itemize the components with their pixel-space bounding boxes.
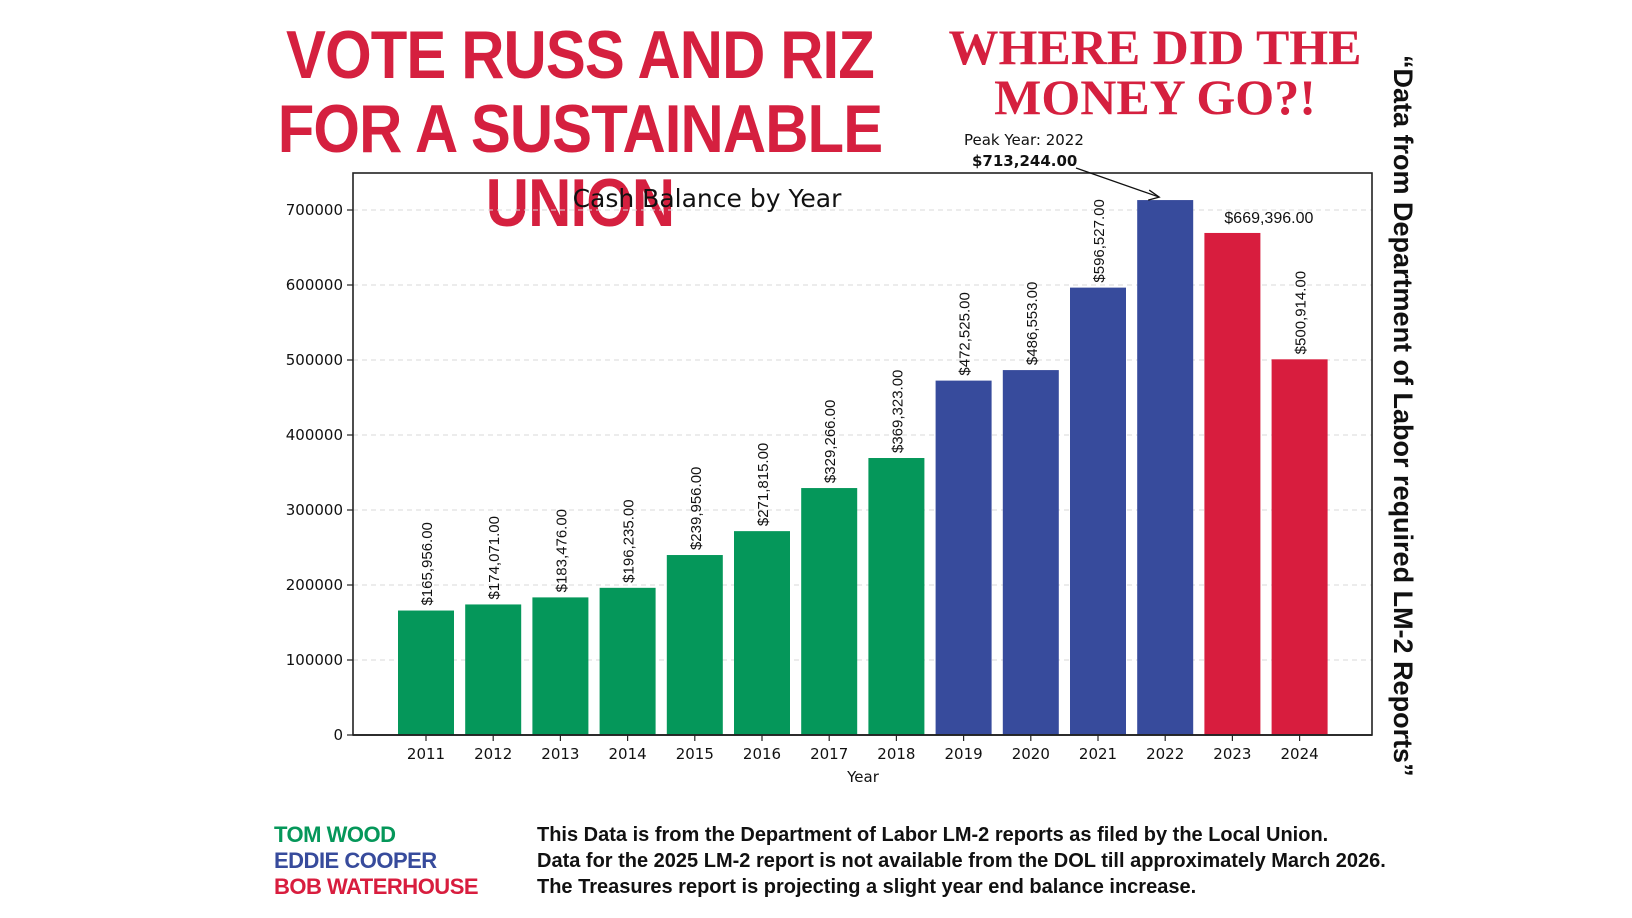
y-tick-label: 300000: [286, 501, 343, 519]
data-label: $239,956.00: [688, 467, 705, 550]
bar-2014: [599, 587, 656, 735]
bar-2011: [398, 610, 454, 735]
peak-arrow: [1075, 167, 1160, 198]
data-label: $369,323.00: [889, 370, 906, 453]
footnotes: This Data is from the Department of Labo…: [537, 822, 1386, 900]
bar-2018: [868, 458, 925, 735]
bar-2015: [666, 555, 723, 735]
footnote-line: Data for the 2025 LM-2 report is not ava…: [537, 850, 1386, 872]
chart-title: Cash Balance by Year: [573, 184, 843, 213]
bar-2017: [801, 488, 858, 735]
x-tick-label: 2014: [609, 745, 647, 763]
candidate-name: TOM WOOD: [274, 822, 396, 847]
data-labels: $165,956.00 $174,071.00 $183,476.00 $196,23…: [419, 199, 1313, 605]
peak-arrow-head: [1148, 189, 1161, 201]
data-label: $174,071.00: [486, 516, 503, 599]
y-axis: 0 100000 200000 300000 400000 500000 600000 700…: [286, 201, 353, 744]
x-tick-label: 2017: [810, 745, 848, 763]
bar-2022: [1137, 200, 1194, 735]
bar-2012: [465, 604, 522, 735]
x-tick-label: 2012: [474, 745, 512, 763]
x-tick-label: 2018: [877, 745, 915, 763]
bar-2019: [935, 380, 992, 735]
headline-line-2: FOR A SUSTAINABLE UNION: [277, 91, 883, 241]
candidate-names: TOM WOOD EDDIE COOPER BOB WATERHOUSE: [274, 822, 479, 900]
gridlines: [353, 209, 1372, 661]
data-label: $329,266.00: [822, 400, 839, 483]
bar-2021: [1070, 287, 1126, 735]
data-label: $486,553.00: [1024, 282, 1041, 365]
data-label: $196,235.00: [621, 499, 638, 582]
footnote-line: This Data is from the Department of Labo…: [537, 824, 1329, 846]
x-axis-label: Year: [846, 768, 880, 786]
data-label: $271,815.00: [755, 443, 772, 526]
question-headline: WHERE DID THE MONEY GO?!: [935, 22, 1375, 122]
y-tick-label: 100000: [286, 651, 343, 669]
bar-2020: [1002, 370, 1059, 735]
y-tick-label: 500000: [286, 351, 343, 369]
x-tick-label: 2020: [1012, 745, 1050, 763]
data-label: $165,956.00: [419, 522, 436, 605]
x-tick-label: 2021: [1079, 745, 1117, 763]
bar-2024: [1271, 359, 1328, 735]
bar-2013: [532, 597, 589, 735]
x-tick-label: 2013: [541, 745, 579, 763]
y-tick-label: 600000: [286, 276, 343, 294]
peak-annotation: Peak Year: 2022 $713,244.00: [964, 131, 1161, 201]
x-tick-label: 2015: [676, 745, 714, 763]
x-tick-label: 2011: [407, 745, 445, 763]
question-line-2: MONEY GO?!: [994, 69, 1316, 125]
question-line-1: WHERE DID THE: [948, 19, 1362, 75]
y-tick-label: 700000: [286, 201, 343, 219]
campaign-headline: VOTE RUSS AND RIZ FOR A SUSTAINABLE UNIO…: [254, 18, 905, 240]
data-label: $669,396.00: [1224, 210, 1313, 227]
x-tick-label: 2023: [1213, 745, 1251, 763]
candidate-name: BOB WATERHOUSE: [274, 874, 479, 899]
y-tick-label: 0: [333, 726, 343, 744]
data-label: $183,476.00: [553, 509, 570, 592]
candidate-name: EDDIE COOPER: [274, 848, 437, 873]
bar-2016: [734, 531, 790, 735]
bars: [398, 200, 1328, 735]
x-tick-label: 2019: [945, 745, 983, 763]
x-tick-label: 2022: [1146, 745, 1184, 763]
x-axis: 2011 2012 2013 2014 2015 2016 2017 2018 2019 2020…: [353, 734, 1372, 763]
peak-annotation-line-2: $713,244.00: [972, 152, 1077, 170]
bar-2023: [1204, 232, 1261, 735]
y-tick-label: 200000: [286, 576, 343, 594]
headline-line-1: VOTE RUSS AND RIZ: [286, 17, 875, 93]
x-tick-label: 2024: [1281, 745, 1319, 763]
data-label: $596,527.00: [1091, 199, 1108, 282]
data-label: $500,914.00: [1293, 271, 1310, 354]
data-label: $472,525.00: [957, 292, 974, 375]
y-tick-label: 400000: [286, 426, 343, 444]
footnote-line: The Treasures report is projecting a sli…: [537, 876, 1197, 898]
x-tick-label: 2016: [743, 745, 781, 763]
peak-annotation-line-1: Peak Year: 2022: [964, 131, 1084, 149]
